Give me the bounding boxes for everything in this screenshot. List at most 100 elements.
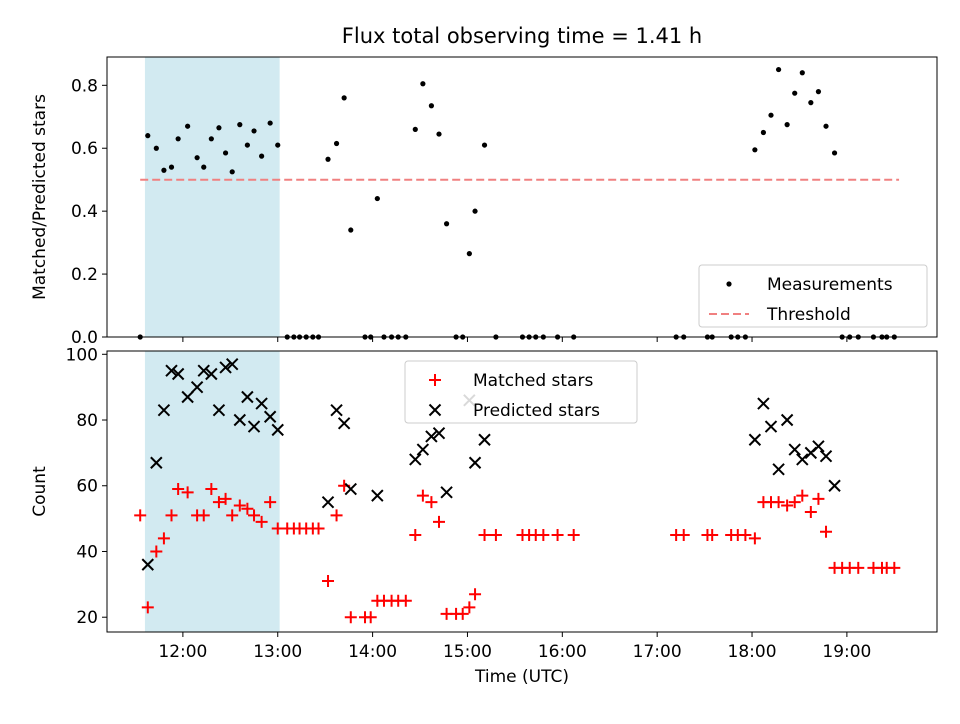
data-point — [244, 142, 250, 148]
data-point — [371, 489, 384, 502]
data-point — [255, 515, 268, 528]
data-point — [775, 66, 782, 73]
data-point-shape — [325, 156, 331, 162]
data-point-shape — [237, 122, 243, 128]
data-point — [812, 440, 825, 453]
y-tick-label: 20 — [76, 608, 98, 628]
data-point-shape — [271, 423, 284, 437]
legend-label: Threshold — [766, 305, 851, 325]
data-point-shape — [739, 529, 752, 542]
data-point-shape — [804, 506, 817, 519]
data-point — [241, 502, 254, 515]
y-tick-label: 0.0 — [71, 328, 98, 348]
data-point — [772, 496, 785, 509]
data-point — [141, 558, 154, 571]
data-point-shape — [208, 136, 214, 142]
data-point — [321, 495, 335, 509]
data-point-shape — [469, 588, 482, 601]
data-point — [416, 443, 430, 456]
data-point-shape — [799, 70, 805, 76]
data-point — [852, 561, 865, 574]
data-point-shape — [168, 164, 175, 170]
data-point — [796, 489, 809, 502]
data-point — [165, 509, 178, 522]
data-point — [255, 397, 268, 410]
data-point — [739, 529, 752, 542]
legend-swatch-shape — [428, 403, 442, 417]
x-tick-label: 13:00 — [253, 642, 302, 662]
legend-swatch — [726, 281, 732, 287]
data-point — [241, 390, 254, 404]
y-tick-label: 0.8 — [71, 76, 98, 96]
data-point — [271, 423, 284, 437]
data-point-shape — [788, 443, 801, 456]
data-point — [233, 413, 247, 427]
data-point-shape — [264, 496, 277, 509]
data-point-shape — [567, 529, 580, 542]
legend-swatch-shape — [429, 374, 441, 386]
data-point-shape — [468, 456, 482, 469]
data-point — [344, 611, 357, 624]
data-point — [472, 208, 478, 214]
data-point-shape — [760, 129, 767, 136]
data-point-shape — [219, 361, 232, 374]
x-tick-label: 16:00 — [538, 642, 587, 662]
data-point-shape — [181, 390, 194, 404]
data-point — [677, 529, 690, 542]
data-point-shape — [425, 496, 438, 509]
data-point — [823, 123, 829, 129]
data-point-shape — [348, 227, 354, 233]
data-point — [792, 90, 798, 96]
data-point-shape — [344, 482, 357, 496]
data-point-shape — [677, 529, 690, 542]
data-point-shape — [150, 545, 163, 558]
data-point-shape — [796, 489, 809, 502]
data-point — [888, 561, 901, 574]
data-point — [815, 89, 822, 95]
data-point-shape — [255, 515, 268, 528]
data-point — [181, 486, 194, 499]
data-point-shape — [443, 221, 450, 227]
data-point-shape — [416, 443, 430, 456]
data-point-shape — [330, 403, 343, 417]
data-point-shape — [330, 509, 343, 522]
legend-box — [404, 360, 638, 424]
data-point — [330, 509, 343, 522]
data-point-shape — [412, 126, 418, 132]
y-tick-label: 40 — [76, 542, 98, 562]
data-point — [456, 607, 469, 620]
data-point — [412, 126, 418, 132]
data-point — [764, 420, 778, 433]
data-point-shape — [440, 486, 453, 499]
data-point-shape — [241, 502, 254, 515]
data-point-shape — [752, 147, 758, 153]
data-point-shape — [788, 496, 801, 509]
data-point-shape — [222, 150, 229, 156]
x-tick-label: 14:00 — [348, 642, 397, 662]
data-point — [425, 430, 438, 443]
data-point — [772, 463, 785, 476]
data-point — [226, 357, 239, 371]
data-point-shape — [812, 492, 825, 505]
data-point — [551, 529, 564, 542]
data-point-shape — [141, 558, 154, 571]
data-point — [205, 483, 218, 496]
data-point — [399, 594, 412, 607]
data-point-shape — [251, 128, 257, 134]
data-point — [820, 525, 833, 538]
data-point-shape — [466, 251, 472, 257]
data-point — [212, 403, 226, 417]
data-point-shape — [820, 525, 833, 538]
data-point-shape — [374, 195, 380, 202]
legend-label: Measurements — [767, 275, 893, 295]
x-tick-label: 19:00 — [822, 642, 871, 662]
data-point — [264, 496, 277, 509]
data-point — [481, 142, 488, 148]
data-point-shape — [706, 529, 719, 542]
data-point — [171, 367, 185, 381]
data-point — [208, 136, 214, 142]
data-point — [337, 417, 351, 430]
data-point — [216, 125, 222, 131]
legend-swatch-shape — [726, 281, 732, 287]
data-point — [222, 150, 229, 156]
